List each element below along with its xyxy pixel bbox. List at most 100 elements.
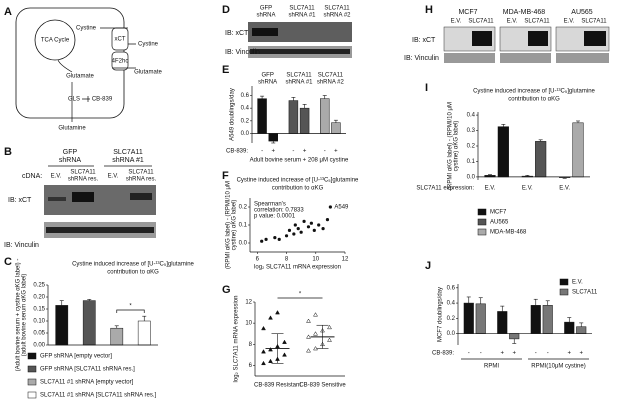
header: GFP: [63, 149, 78, 156]
header: shRNA: [59, 157, 82, 164]
y-tick-label: 0.1: [239, 223, 248, 229]
legend-label: E.V.: [572, 280, 583, 286]
lane-label: SLC7A11: [128, 170, 154, 176]
row-label: IB: xCT: [225, 30, 249, 37]
label: TCA Cycle: [41, 38, 70, 44]
point: [309, 221, 313, 225]
header: MDA-MB-468: [503, 9, 546, 16]
bar: [576, 326, 587, 334]
bar: [572, 122, 584, 178]
panel-label: J: [425, 260, 431, 272]
legend-swatch: [27, 391, 37, 399]
legend-label: GFP shRNA [empty vector]: [40, 354, 112, 360]
group-header: GFP: [261, 73, 273, 79]
header: AU565: [571, 9, 593, 16]
row-label: IB: xCT: [412, 37, 436, 44]
point: [306, 318, 311, 323]
bar: [82, 300, 96, 346]
lane-label: SLC7A11: [70, 170, 96, 176]
x-tick-label: -: [261, 149, 263, 155]
lane-label: E.V.: [108, 174, 119, 180]
header: shRNA: [256, 13, 275, 19]
arrows: [57, 27, 136, 122]
band: [72, 192, 94, 202]
panel-label: A: [4, 6, 12, 18]
y-tick-label: 6: [249, 363, 253, 369]
y-tick-label: 0.10: [33, 319, 45, 325]
header: SLC7A11: [324, 6, 350, 12]
chart-title: Cystine induced increase of [U-¹³C₅]glut…: [473, 89, 595, 95]
header: GFP: [260, 6, 272, 12]
transporter: [111, 51, 129, 71]
lane-label: E.V.: [451, 19, 462, 25]
group-label: RPMI: [484, 364, 499, 370]
x-tick-label: -: [547, 351, 549, 357]
point: [328, 205, 332, 209]
chart-title: Cystine induced increase of [U-¹³C₅]glut…: [72, 262, 194, 268]
annotation: correlation: 0.7833: [254, 208, 304, 214]
band: [130, 193, 152, 200]
y-axis-label: (RPMI αKG label) - (RPMI/10 μM: [226, 181, 232, 269]
point: [268, 347, 273, 352]
point: [261, 349, 266, 354]
band: [472, 31, 492, 46]
x-axis-label: log₂ SLC7A11 mRNA expression: [254, 265, 341, 271]
point: [312, 228, 316, 232]
legend-swatch: [477, 228, 487, 236]
point: [273, 236, 277, 240]
x-tick-label: -: [292, 149, 294, 155]
header: SLC7A11: [289, 6, 315, 12]
legend-swatch: [559, 288, 569, 296]
bar: [509, 333, 520, 340]
group-header: shRNA #2: [317, 80, 345, 86]
panel-label: E: [222, 64, 229, 76]
lane-label: E.V.: [51, 174, 62, 180]
legend-swatch: [559, 278, 569, 286]
x-tick-label: 8: [285, 257, 289, 263]
x-title: CB-839:: [226, 149, 248, 155]
x-tick-label: E.V.: [522, 186, 533, 192]
chart-title: contribution to αKG: [272, 186, 324, 192]
y-tick-label: 0.20: [33, 295, 45, 301]
significance: *: [129, 304, 132, 310]
x-tick-label: +: [272, 149, 276, 155]
pathway-diagram: TCA Cycle xCT 4F2hc Cystine Cystine Glut…: [15, 7, 162, 132]
chart-title: contribution to αKG: [508, 97, 560, 103]
legend-swatch: [27, 378, 37, 386]
y-axis-label: log₂ SLC7A11 mRNA expression: [234, 296, 240, 383]
legend-label: SLC7A11 #1 shRNA [SLC7A11 shRNA res.]: [40, 393, 157, 399]
point: [313, 312, 318, 317]
bar: [268, 133, 278, 142]
bar: [110, 327, 124, 346]
y-tick-label: 0.4: [241, 106, 250, 112]
lane-label: E.V.: [507, 19, 518, 25]
y-tick-label: 0.0: [447, 331, 456, 337]
lane-label: SLC7A11: [468, 19, 494, 25]
lane-label: shRNA res.: [126, 177, 157, 183]
y-axis-label: (Adult bovine serum + cystine αKG label)…: [16, 259, 22, 372]
y-tick-label: 12: [245, 300, 252, 306]
bar: [55, 305, 69, 346]
label: Glutamate: [66, 74, 94, 80]
x-tick-label: -: [480, 351, 482, 357]
point: [296, 227, 300, 231]
bar: [320, 98, 330, 134]
point: [260, 239, 264, 243]
header: shRNA #1: [288, 13, 316, 19]
y-tick-label: 0.15: [33, 307, 45, 313]
header: MCF7: [458, 9, 477, 16]
bar: [257, 98, 267, 134]
band: [252, 28, 278, 36]
legend-swatch: [477, 208, 487, 216]
blot-d: GFP shRNA SLC7A11 shRNA #1 SLC7A11 shRNA…: [225, 6, 352, 58]
x-tick-label: 10: [312, 257, 319, 263]
point: [306, 225, 311, 229]
row-label: IB: Vinculin: [404, 55, 439, 62]
y-tick-label: 8: [249, 342, 253, 348]
point: [282, 339, 287, 344]
band: [48, 197, 66, 201]
lane-label: SLC7A11: [581, 19, 607, 25]
y-tick-label: 0.0: [239, 241, 248, 247]
point: [277, 237, 281, 241]
